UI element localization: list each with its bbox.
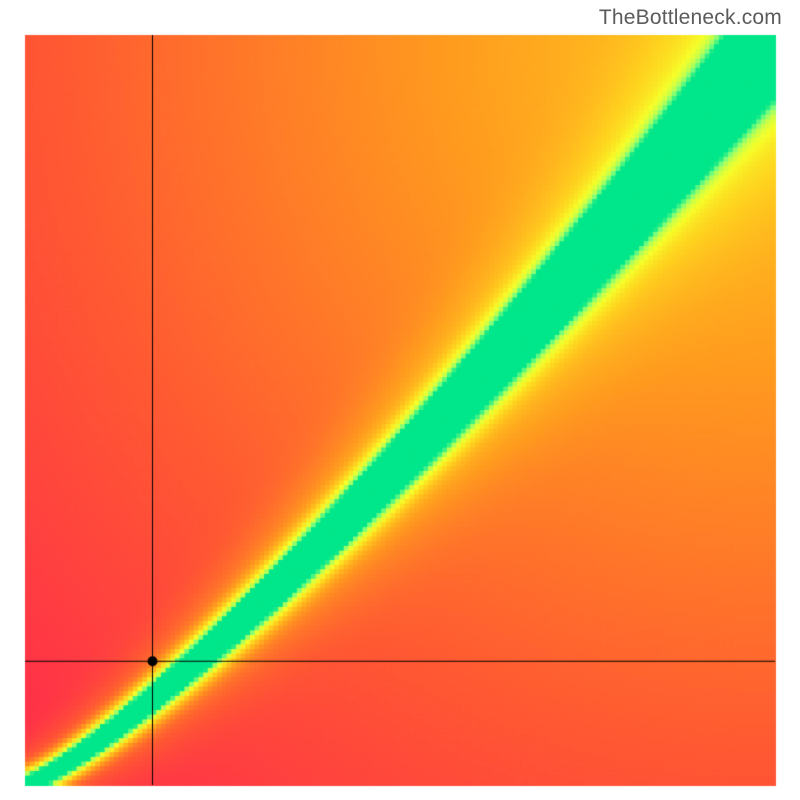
- attribution-label: TheBottleneck.com: [599, 6, 782, 30]
- bottleneck-heatmap: [0, 0, 800, 800]
- chart-stage: TheBottleneck.com: [0, 0, 800, 800]
